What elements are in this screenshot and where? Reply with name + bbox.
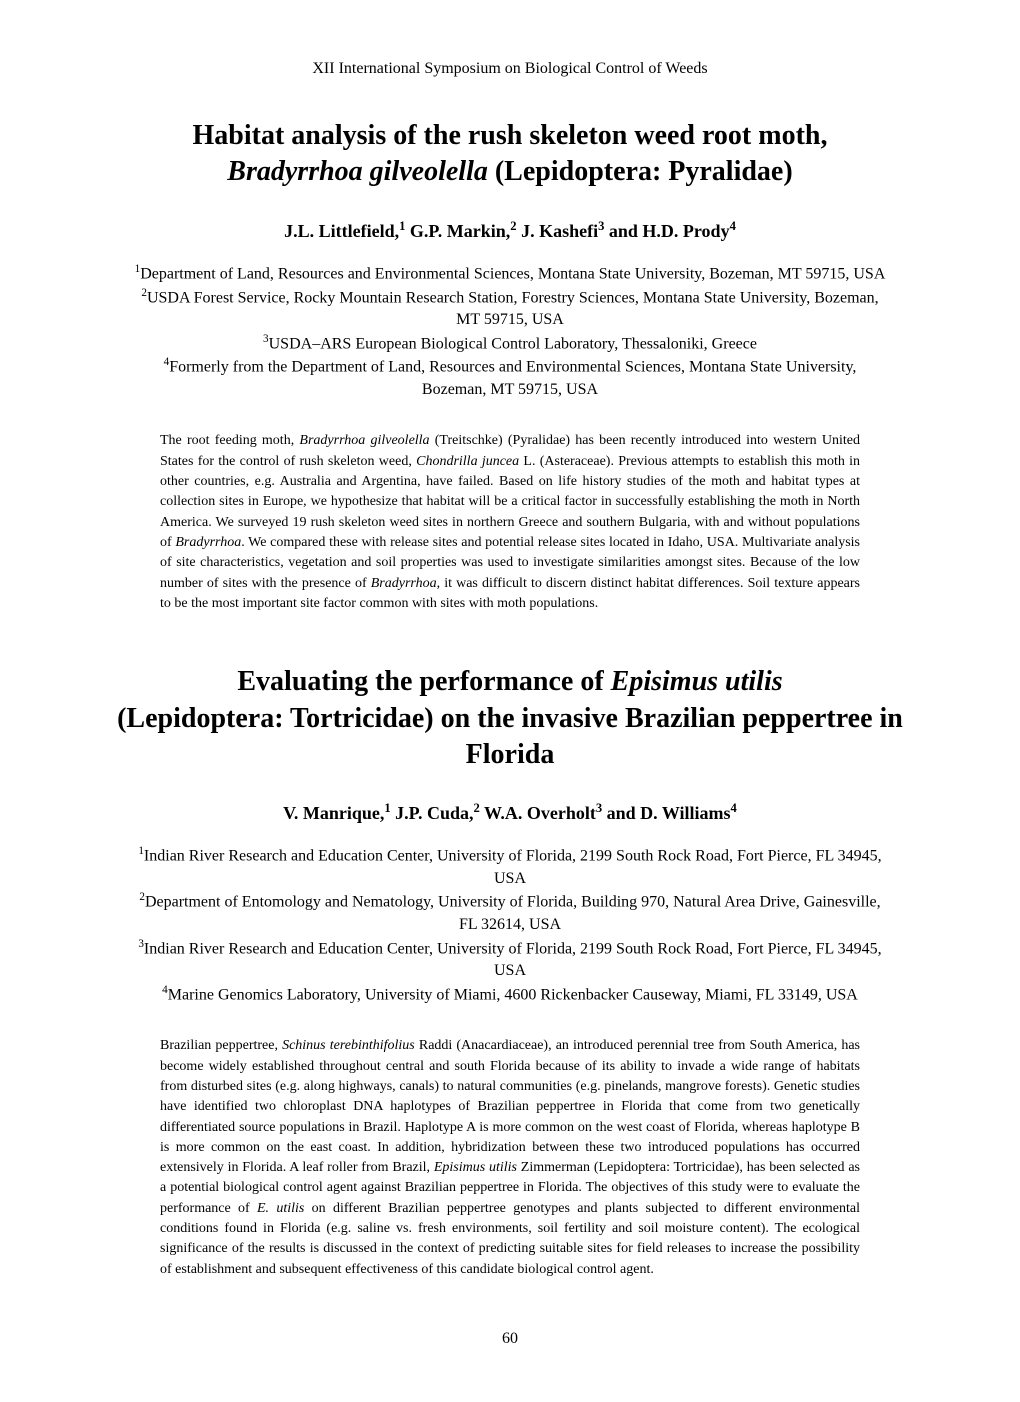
paper1-title-species: Bradyrrhoa gilveolella (227, 156, 488, 187)
paper2-title-line2: (Lepidoptera: Tortricidae) on the invasi… (117, 703, 903, 770)
paper2-authors: V. Manrique,1 J.P. Cuda,2 W.A. Overholt3… (100, 801, 920, 824)
symposium-header: XII International Symposium on Biologica… (100, 60, 920, 78)
paper2-title-prefix: Evaluating the performance of (237, 666, 610, 697)
paper2-title-species: Episimus utilis (611, 666, 783, 697)
page-number: 60 (100, 1330, 920, 1348)
paper2-affiliations: 1Indian River Research and Education Cen… (100, 844, 920, 1006)
paper2-title: Evaluating the performance of Episimus u… (100, 664, 920, 773)
paper1-title-line1: Habitat analysis of the rush skeleton we… (193, 120, 828, 151)
paper1-abstract: The root feeding moth, Bradyrrhoa gilveo… (100, 431, 920, 614)
paper1-title: Habitat analysis of the rush skeleton we… (100, 118, 920, 191)
paper1-affiliations: 1Department of Land, Resources and Envir… (100, 262, 920, 402)
paper2-abstract: Brazilian peppertree, Schinus terebinthi… (100, 1036, 920, 1280)
paper1-authors: J.L. Littlefield,1 G.P. Markin,2 J. Kash… (100, 219, 920, 242)
paper1-title-taxonomy: (Lepidoptera: Pyralidae) (488, 156, 793, 187)
